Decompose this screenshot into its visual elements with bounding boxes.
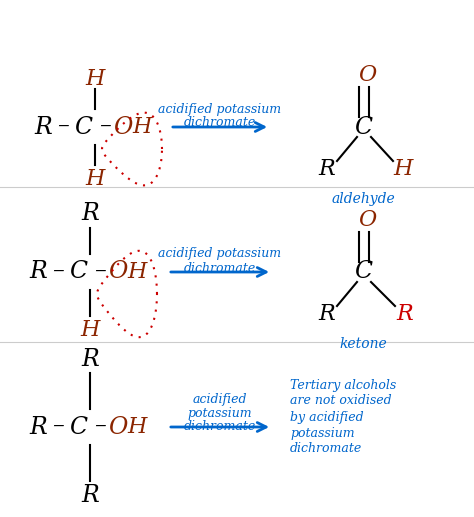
Text: –: –: [52, 414, 64, 436]
Text: C: C: [354, 261, 372, 283]
Text: O: O: [109, 416, 128, 438]
Text: C: C: [69, 416, 87, 438]
Text: R: R: [81, 203, 99, 225]
Text: acidified potassium: acidified potassium: [158, 248, 282, 261]
Text: acidified potassium: acidified potassium: [158, 102, 282, 115]
Text: aldehyde: aldehyde: [331, 192, 395, 206]
Text: R: R: [319, 303, 336, 325]
Text: Tertiary alcohols: Tertiary alcohols: [290, 378, 396, 391]
Text: R: R: [29, 416, 47, 438]
Text: H: H: [128, 416, 146, 438]
Text: R: R: [29, 261, 47, 283]
Text: H: H: [128, 261, 146, 283]
Text: dichromate: dichromate: [290, 443, 362, 455]
Text: O: O: [358, 64, 376, 86]
Text: dichromate: dichromate: [184, 262, 256, 275]
Text: acidified: acidified: [193, 392, 247, 405]
Text: R: R: [319, 158, 336, 180]
Text: –: –: [94, 414, 106, 436]
Text: C: C: [354, 115, 372, 139]
Text: –: –: [57, 114, 69, 136]
Text: –: –: [99, 114, 111, 136]
Text: R: R: [34, 115, 52, 139]
Text: ketone: ketone: [339, 337, 387, 351]
Text: O: O: [113, 115, 133, 139]
Text: by acidified: by acidified: [290, 410, 364, 423]
Text: H: H: [85, 68, 105, 90]
Text: dichromate: dichromate: [184, 116, 256, 129]
Text: –: –: [52, 258, 64, 281]
Text: R: R: [397, 303, 413, 325]
Text: C: C: [74, 115, 92, 139]
Text: H: H: [393, 158, 413, 180]
Text: H: H: [132, 116, 152, 138]
Text: O: O: [358, 209, 376, 231]
Text: potassium: potassium: [188, 406, 252, 419]
Text: C: C: [69, 261, 87, 283]
Text: R: R: [81, 483, 99, 507]
Text: –: –: [94, 258, 106, 281]
Text: O: O: [109, 261, 128, 283]
Text: R: R: [81, 347, 99, 371]
Text: potassium: potassium: [290, 427, 355, 439]
Text: dichromate: dichromate: [184, 420, 256, 433]
Text: H: H: [85, 168, 105, 190]
Text: H: H: [80, 319, 100, 341]
Text: are not oxidised: are not oxidised: [290, 394, 392, 407]
